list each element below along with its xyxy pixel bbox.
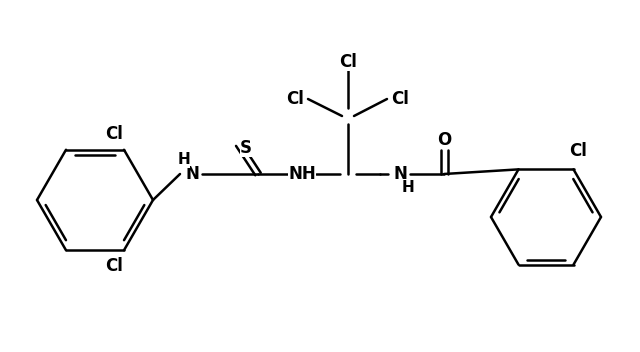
Text: H: H <box>178 152 190 168</box>
Text: N: N <box>393 165 407 183</box>
Text: N: N <box>185 165 199 183</box>
Text: Cl: Cl <box>339 53 357 71</box>
Text: S: S <box>240 139 252 157</box>
Text: H: H <box>402 181 414 195</box>
Text: Cl: Cl <box>391 90 409 108</box>
Text: NH: NH <box>288 165 316 183</box>
Text: Cl: Cl <box>105 125 123 143</box>
Text: Cl: Cl <box>105 257 123 275</box>
Text: O: O <box>437 131 451 149</box>
Text: Cl: Cl <box>570 142 588 161</box>
Text: Cl: Cl <box>286 90 304 108</box>
